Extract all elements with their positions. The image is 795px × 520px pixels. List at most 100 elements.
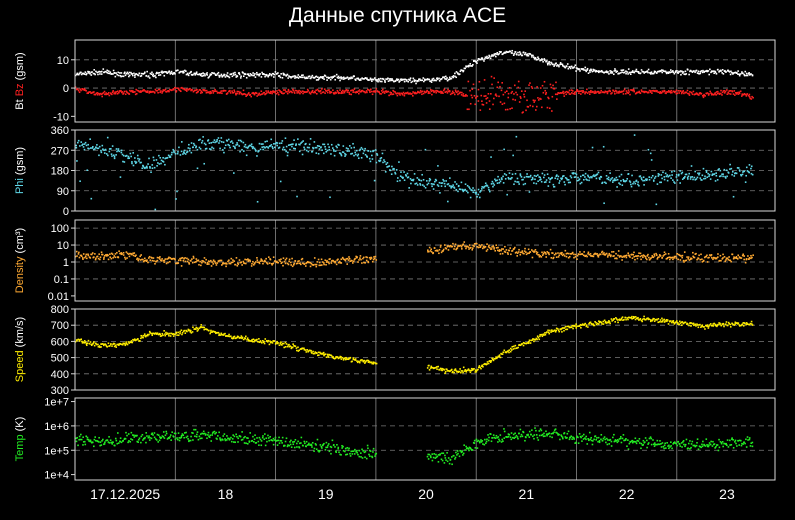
data-point [340,92,342,95]
data-point [168,256,170,259]
data-point [527,248,530,251]
data-point [691,70,693,73]
data-point [108,345,110,347]
data-point [746,93,749,95]
data-point [578,92,580,95]
data-point [261,260,263,262]
data-point [289,76,292,78]
data-point [357,77,359,80]
data-point [282,146,285,149]
data-point [405,175,408,177]
data-point [738,91,741,94]
data-point [241,93,244,96]
data-point [132,338,134,341]
data-point [173,150,175,153]
data-point [320,258,323,261]
data-point [511,173,514,176]
data-point [173,71,176,74]
data-point [494,357,497,360]
data-point [486,55,488,58]
data-point [593,174,595,176]
data-point [710,254,712,257]
data-point [315,89,317,92]
data-point [432,366,434,369]
data-point [591,255,594,257]
data-point [446,370,449,372]
data-point [584,176,586,178]
data-point [442,248,445,251]
data-point [640,69,643,71]
data-point [374,90,376,92]
data-point [737,322,740,324]
data-point [308,75,311,77]
data-point [335,92,338,94]
data-point [362,152,365,155]
data-point [750,165,753,168]
data-point [242,72,244,74]
data-point [96,144,98,146]
data-point [678,323,680,326]
data-point [222,263,224,265]
data-point [312,146,314,149]
data-point [233,335,236,338]
data-point [183,329,186,332]
data-point [716,90,719,93]
data-point [240,335,243,337]
data-point [667,89,670,92]
data-point [542,252,545,255]
data-point [414,92,416,95]
data-point [617,254,619,257]
data-point [235,93,237,96]
data-point [508,349,511,351]
data-point [431,459,434,462]
data-point [504,91,506,94]
data-point [111,443,114,445]
data-point [542,60,544,63]
data-point [609,179,612,182]
data-point [551,176,553,179]
data-point [347,449,350,452]
data-point [596,253,599,255]
data-point [211,261,213,263]
data-point [289,441,291,443]
data-point [503,173,506,175]
data-point [205,433,207,436]
data-point [430,80,432,82]
data-point [185,90,188,92]
data-point [507,92,510,95]
data-point [293,139,295,141]
data-point [105,344,107,346]
data-point [627,68,630,70]
data-point [594,90,596,93]
data-point [365,457,368,460]
data-point [272,256,275,258]
data-point [92,148,95,151]
data-point [328,89,330,91]
data-point [266,340,269,343]
data-point [543,174,546,176]
data-point [599,91,602,94]
data-point [557,64,560,67]
data-point [189,331,192,333]
data-point [485,363,488,366]
data-point [721,68,724,71]
data-point [169,89,172,91]
data-point [160,90,162,92]
data-point [271,342,274,344]
data-point [601,250,604,253]
data-point [101,440,103,442]
data-point [402,91,405,94]
data-point [223,74,226,76]
data-point [403,179,406,182]
data-point [569,181,572,184]
data-point [734,94,736,96]
data-point [286,73,289,76]
data-point [318,354,320,356]
data-point [505,351,508,354]
data-point [447,370,450,372]
data-point [570,89,573,91]
data-point [169,332,171,335]
data-point [691,71,694,74]
data-point [475,191,478,194]
data-point [312,350,314,353]
